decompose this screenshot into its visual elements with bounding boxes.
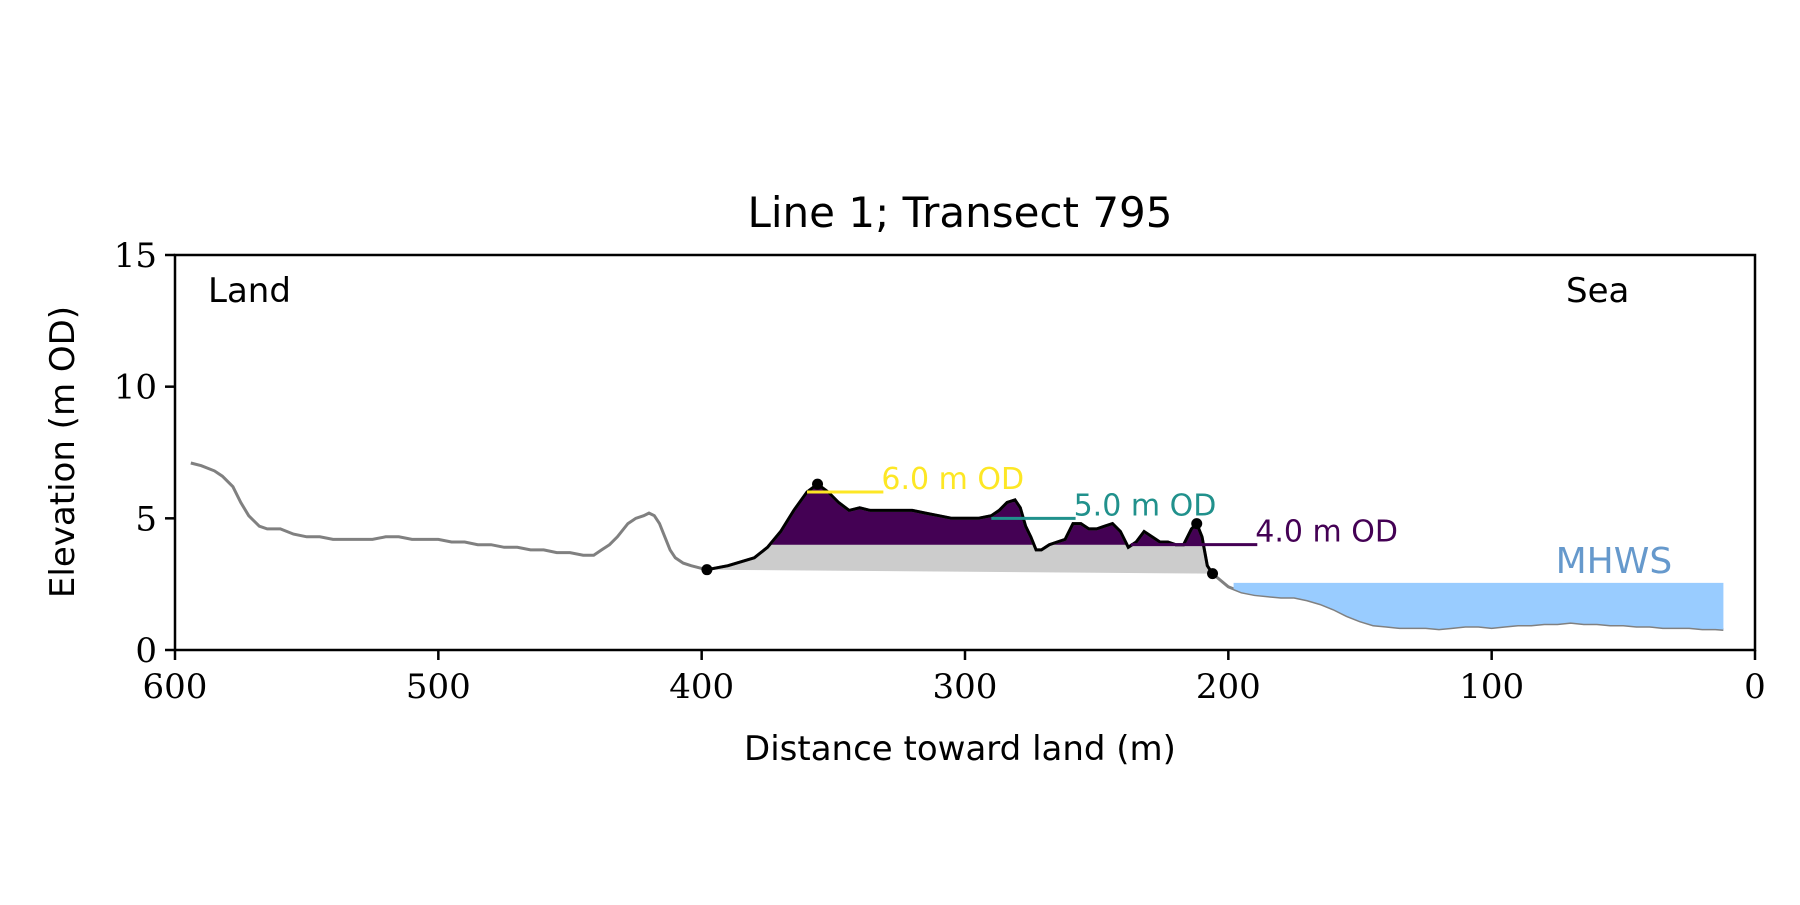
x-tick-label: 0	[1744, 667, 1766, 707]
mhws-label: MHWS	[1556, 541, 1673, 582]
x-tick-label: 300	[933, 667, 998, 707]
x-axis-label: Distance toward land (m)	[744, 729, 1176, 769]
y-tick-label: 5	[135, 499, 157, 539]
dune-point-3	[1191, 518, 1203, 530]
x-tick-label: 400	[669, 667, 734, 707]
y-tick-label: 15	[114, 236, 157, 276]
chart-title: Line 1; Transect 795	[747, 188, 1172, 237]
x-tick-label: 200	[1196, 667, 1261, 707]
dune-point-1	[701, 564, 713, 576]
land-label: Land	[208, 271, 291, 311]
x-tick-label: 600	[143, 667, 208, 707]
level-label-1: 6.0 m OD	[881, 462, 1024, 497]
y-tick-label: 0	[135, 631, 157, 671]
level-label-3: 4.0 m OD	[1255, 515, 1398, 550]
dune-point-4	[1207, 568, 1219, 580]
x-tick-label: 500	[406, 667, 471, 707]
sea-label: Sea	[1566, 271, 1629, 311]
x-tick-label: 100	[1459, 667, 1524, 707]
y-tick-label: 10	[114, 368, 157, 408]
dune-point-2	[812, 478, 824, 490]
y-axis-label: Elevation (m OD)	[43, 306, 83, 598]
mhws-water	[1233, 582, 1724, 630]
level-label-2: 5.0 m OD	[1074, 488, 1217, 523]
